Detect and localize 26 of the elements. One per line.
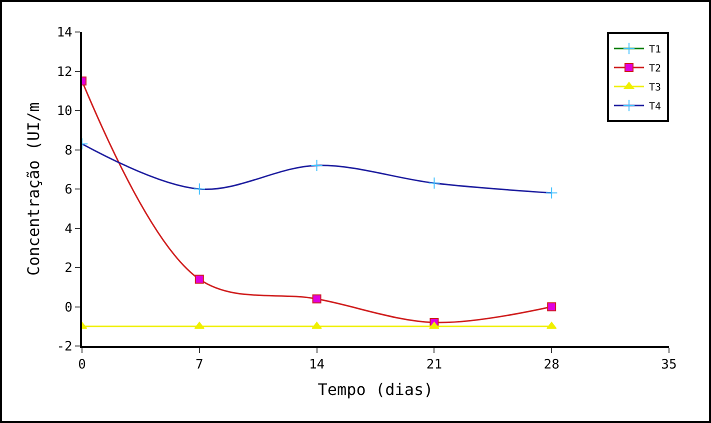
y-tick-label: 6 <box>64 182 72 198</box>
y-tick-label: 14 <box>56 26 73 41</box>
legend-label: T4 <box>649 101 662 112</box>
y-axis-title: Concentração (UI/m <box>24 102 43 276</box>
y-tick-label: 4 <box>64 222 73 237</box>
y-tick-label: 12 <box>56 64 72 80</box>
point <box>547 302 556 312</box>
x-tick-label: 35 <box>661 358 677 373</box>
x-tick-label: 7 <box>195 358 204 373</box>
legend-label: T3 <box>649 82 662 94</box>
y-tick-label: -2 <box>56 340 72 355</box>
x-tick-label: 0 <box>78 358 86 373</box>
y-tick-label: 0 <box>64 300 72 316</box>
x-tick-label: 14 <box>308 358 325 373</box>
x-tick-label: 28 <box>544 358 560 373</box>
legend-label: T1 <box>649 44 662 56</box>
x-axis-title: Tempo (dias) <box>318 380 434 399</box>
y-tick-label: 2 <box>64 261 72 276</box>
y-tick-label: 10 <box>56 104 72 120</box>
y-tick-label: 8 <box>64 143 72 158</box>
point <box>312 322 322 329</box>
legend-label: T2 <box>649 63 662 74</box>
point <box>194 274 204 284</box>
point <box>312 294 322 304</box>
point <box>429 322 440 329</box>
x-tick-label: 21 <box>426 358 442 373</box>
